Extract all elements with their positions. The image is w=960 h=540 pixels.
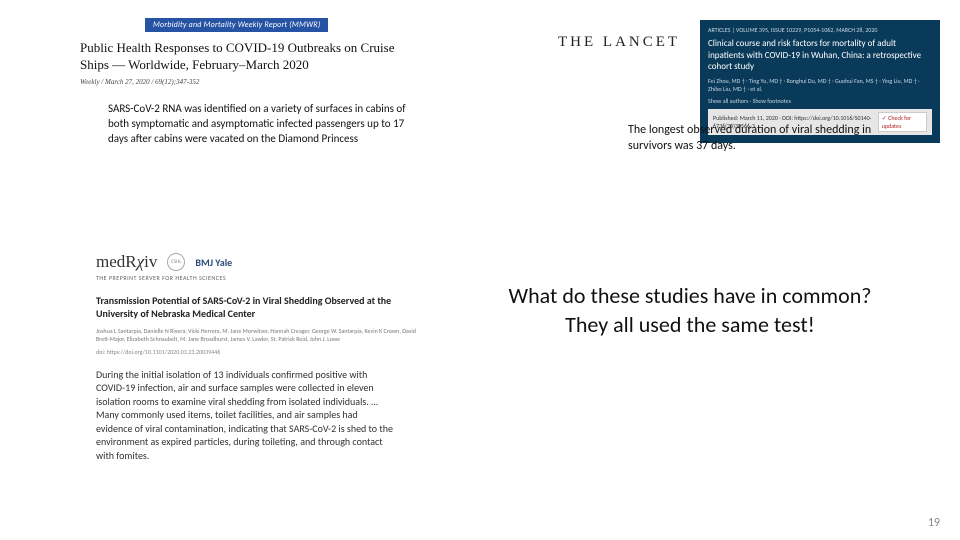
lancet-authors: Fei Zhou, MD † · Ting Yu, MD † · Ronghui… [708,77,932,93]
medrxiv-logo: medRχiv [96,252,157,272]
mmwr-excerpt: SARS-CoV-2 RNA was identified on a varie… [108,102,408,147]
lancet-logo: THE LANCET [558,34,680,51]
medrxiv-logo-prefix: med [96,252,125,271]
slide-container: Morbidity and Mortality Weekly Report (M… [0,0,960,540]
lancet-journal-line: ARTICLES | VOLUME 395, ISSUE 10229, P105… [708,26,932,34]
medrxiv-doi: doi: https://doi.org/10.1101/2020.03.23.… [96,348,416,356]
mmwr-badge: Morbidity and Mortality Weekly Report (M… [145,18,328,32]
bmj-yale-logo: BMJ Yale [195,256,232,269]
lancet-links: Show all authors · Show footnotes [708,97,932,105]
question-line2: They all used the same test! [565,311,815,338]
page-number: 19 [928,516,940,530]
cshl-icon: CSHL [167,253,185,271]
lancet-article-title: Clinical course and risk factors for mor… [708,38,932,73]
medrxiv-block: medRχiv CSHL BMJ Yale THE PREPRINT SERVE… [96,252,416,462]
main-question: What do these studies have in common? Th… [440,282,940,339]
medrxiv-excerpt: During the initial isolation of 13 indiv… [96,368,396,463]
medrxiv-article-title: Transmission Potential of SARS-CoV-2 in … [96,294,416,320]
medrxiv-authors: Joshua L Santarpia, Danielle N Rivera, V… [96,328,416,344]
medrxiv-tagline: THE PREPRINT SERVER FOR HEALTH SCIENCES [96,274,416,282]
medrxiv-logo-chi: χ [137,252,144,271]
medrxiv-header: medRχiv CSHL BMJ Yale [96,252,416,272]
medrxiv-logo-r: R [125,252,136,271]
mmwr-article-title: Public Health Responses to COVID-19 Outb… [80,40,410,74]
lancet-excerpt: The longest observed duration of viral s… [628,122,898,154]
medrxiv-logo-suffix: iv [144,252,157,271]
mmwr-subline: Weekly / March 27, 2020 / 69(12);347-352 [80,78,199,86]
question-line1: What do these studies have in common? [509,282,872,309]
